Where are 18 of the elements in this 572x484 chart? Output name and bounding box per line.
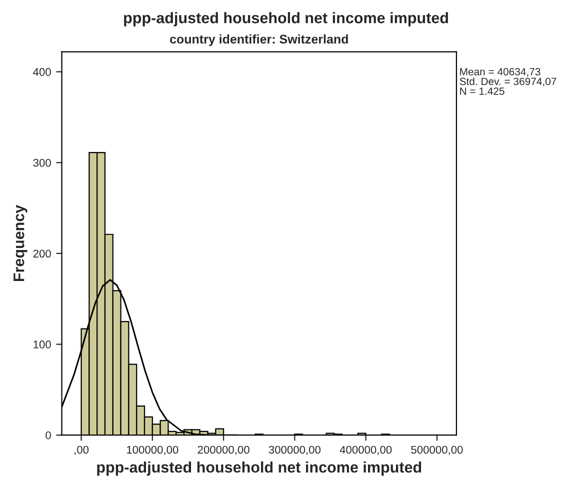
- y-tick-label: 300: [33, 158, 51, 167]
- y-axis-title: Frequency: [14, 204, 28, 282]
- x-axis-title: ppp-adjusted household net income imputed: [97, 461, 422, 476]
- text: Mean = 40634,73: [460, 68, 540, 77]
- x-tick-label: 400000,00: [340, 446, 392, 456]
- chart-subtitle: country identifier: Switzerland: [170, 34, 348, 46]
- text: Std. Dev. = 36974,07: [460, 77, 556, 86]
- x-tick-label: 200000,00: [198, 446, 250, 456]
- y-tick-label: 100: [34, 340, 51, 348]
- x-tick-label: 500000,00: [411, 446, 463, 456]
- y-tick-label: 0: [46, 431, 51, 440]
- text: N = 1.425: [460, 87, 504, 95]
- y-tick-label: 200: [33, 250, 51, 258]
- x-tick-label: ,00: [74, 446, 89, 456]
- chart-title: ppp-adjusted household net income imputed: [124, 12, 448, 26]
- y-tick-label: 400: [33, 68, 51, 76]
- x-tick-label: 300000,00: [268, 446, 321, 456]
- x-tick-label: 100000,00: [126, 446, 178, 456]
